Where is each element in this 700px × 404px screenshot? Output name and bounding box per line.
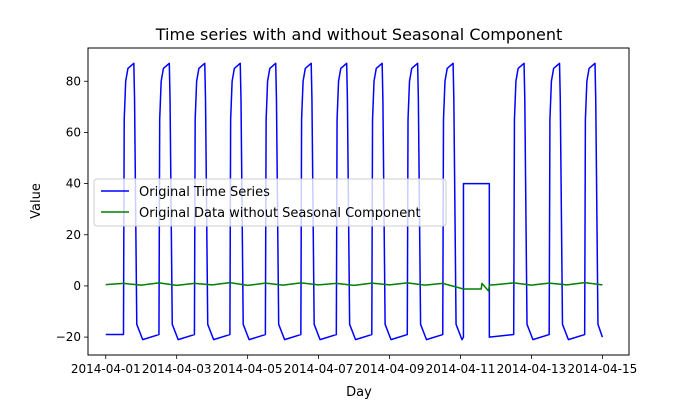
- y-axis: −20 0 20 40 60 80: [56, 74, 88, 344]
- x-tick-label: 2014-04-13: [497, 362, 567, 376]
- y-axis-label: Value: [29, 183, 44, 219]
- y-tick-label: 80: [66, 74, 81, 88]
- x-tick-label: 2014-04-11: [426, 362, 496, 376]
- series-layer: [105, 62, 604, 341]
- x-tick-label: 2014-04-07: [284, 362, 354, 376]
- x-tick-label: 2014-04-15: [568, 362, 638, 376]
- legend-label-2: Original Data without Seasonal Component: [139, 206, 421, 221]
- x-tick-label: 2014-04-03: [142, 362, 212, 376]
- plot-area-frame: [87, 47, 630, 356]
- y-tick-label: −20: [56, 330, 81, 344]
- legend: Original Time Series Original Data withou…: [93, 178, 447, 227]
- x-axis-label: Day: [346, 385, 372, 400]
- y-tick-label: 0: [73, 279, 81, 293]
- legend-box: [93, 178, 447, 227]
- legend-label-1: Original Time Series: [139, 185, 270, 200]
- chart-title: Time series with and without Seasonal Co…: [155, 25, 562, 44]
- x-tick-label: 2014-04-09: [355, 362, 425, 376]
- y-tick-label: 20: [66, 228, 81, 242]
- x-axis: 2014-04-01 2014-04-03 2014-04-05 2014-04-07…: [71, 355, 637, 376]
- series-line-1: [105, 62, 604, 341]
- y-tick-label: 40: [66, 177, 81, 191]
- x-tick-label: 2014-04-05: [213, 362, 283, 376]
- series-line-2: [105, 281, 603, 292]
- x-tick-label: 2014-04-01: [71, 362, 141, 376]
- y-tick-label: 60: [66, 125, 81, 139]
